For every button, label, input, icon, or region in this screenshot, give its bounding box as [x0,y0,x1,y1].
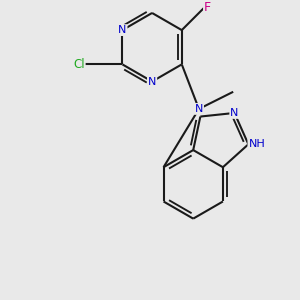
Text: N: N [118,25,127,35]
Text: NH: NH [248,139,265,149]
Text: N: N [195,104,203,114]
Text: F: F [204,1,211,14]
Text: N: N [230,108,238,118]
Text: N: N [148,76,156,86]
Text: Cl: Cl [73,58,85,71]
